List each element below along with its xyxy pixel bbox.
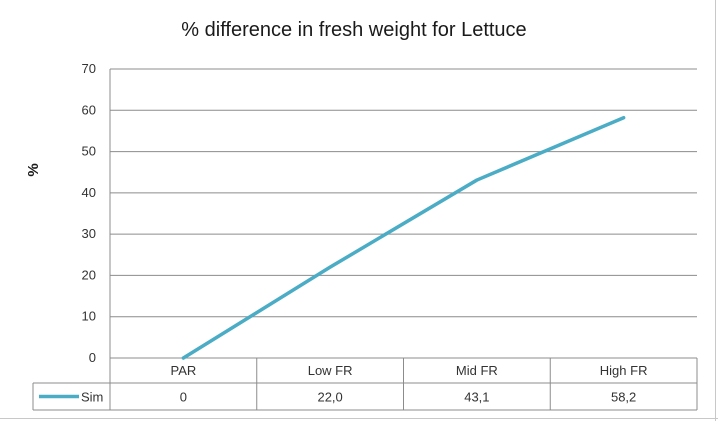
y-axis-label: % [25, 163, 42, 176]
y-tick-label: 0 [89, 350, 96, 365]
x-category-label: High FR [600, 363, 648, 378]
series-lines [181, 115, 626, 360]
y-tick-label: 40 [82, 185, 96, 200]
bottom-border [0, 418, 718, 419]
y-tick-label: 20 [82, 267, 96, 282]
data-table: PAR Low FR Mid FR High FR Sim 0 22,0 43,1 58,2 [32, 358, 698, 411]
chart-title: % difference in fresh weight for Lettuce [181, 19, 526, 41]
data-table-value: 0 [180, 390, 187, 405]
y-tick-label: 50 [82, 144, 96, 159]
y-tick-label: 30 [82, 226, 96, 241]
y-tick-label: 10 [82, 309, 96, 324]
x-category-label: PAR [170, 363, 196, 378]
right-border [715, 0, 716, 421]
x-category-label: Low FR [308, 363, 353, 378]
gridlines [109, 68, 697, 359]
data-table-value: 58,2 [611, 390, 636, 405]
y-tick-labels: 0 10 20 30 40 50 60 70 [82, 61, 96, 365]
y-tick-label: 60 [82, 102, 96, 117]
y-tick-label: 70 [82, 61, 96, 76]
x-category-label: Mid FR [456, 363, 498, 378]
legend-label: Sim [81, 390, 103, 405]
series-line-sim [181, 115, 626, 360]
data-table-value: 22,0 [317, 390, 342, 405]
data-table-value: 43,1 [464, 390, 489, 405]
